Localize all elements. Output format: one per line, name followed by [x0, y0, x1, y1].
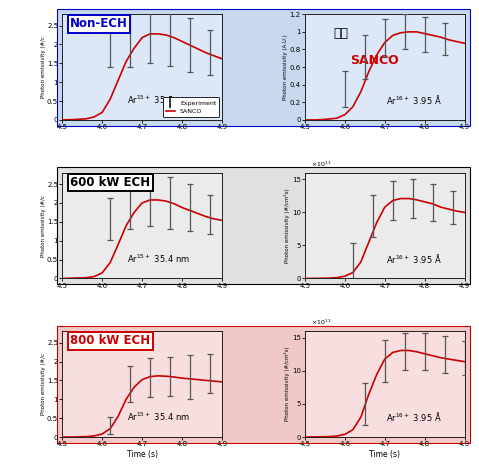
Y-axis label: Photon emissivity (#/c: Photon emissivity (#/c — [41, 353, 46, 415]
Text: Ar$^{16+}$ 3.95 Å: Ar$^{16+}$ 3.95 Å — [386, 252, 442, 265]
Y-axis label: Photon emissivity (#/c: Photon emissivity (#/c — [41, 195, 46, 256]
Text: Ar$^{16+}$ 3.95 Å: Ar$^{16+}$ 3.95 Å — [386, 93, 442, 106]
Y-axis label: Photon emissivity (#/cm²s): Photon emissivity (#/cm²s) — [285, 347, 290, 421]
Text: Ar$^{15+}$ 35.4 nm: Ar$^{15+}$ 35.4 nm — [126, 252, 190, 265]
Text: Ar$^{15+}$ 35.4 nm: Ar$^{15+}$ 35.4 nm — [126, 411, 190, 423]
Y-axis label: Photon emissivity (A.U.): Photon emissivity (A.U.) — [283, 34, 288, 100]
X-axis label: Time (s): Time (s) — [126, 450, 158, 459]
Text: 600 kW ECH: 600 kW ECH — [70, 176, 150, 189]
Text: 측정: 측정 — [334, 27, 349, 40]
Text: SANCO: SANCO — [350, 55, 399, 67]
Text: 800 kW ECH: 800 kW ECH — [70, 334, 150, 348]
Text: Ar$^{16+}$ 3.95 Å: Ar$^{16+}$ 3.95 Å — [386, 410, 442, 423]
X-axis label: Time (s): Time (s) — [369, 450, 400, 459]
Y-axis label: Photon emissivity (#/cm²s): Photon emissivity (#/cm²s) — [285, 188, 290, 263]
Text: Non-ECH: Non-ECH — [70, 18, 128, 30]
Text: $\times10^{11}$: $\times10^{11}$ — [311, 318, 332, 327]
Text: Ar$^{15+}$ 35.4 nm: Ar$^{15+}$ 35.4 nm — [126, 94, 190, 106]
Y-axis label: Photon emissivity (#/c: Photon emissivity (#/c — [41, 36, 46, 98]
Text: $\times10^{11}$: $\times10^{11}$ — [311, 159, 332, 169]
Legend: Experiment, SANCO: Experiment, SANCO — [163, 97, 219, 117]
